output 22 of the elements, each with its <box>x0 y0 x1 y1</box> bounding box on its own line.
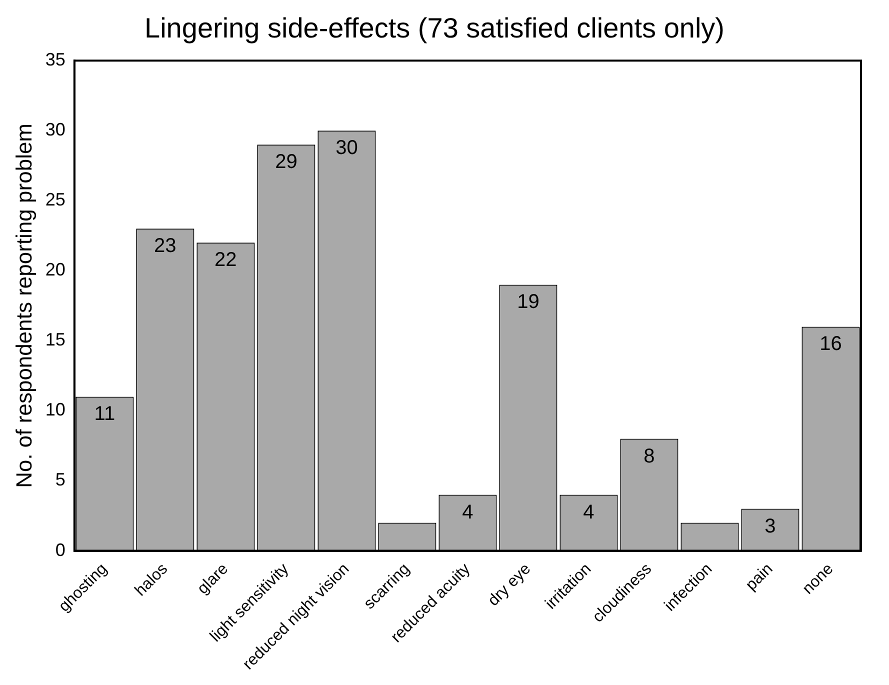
data-label: 16 <box>820 333 842 356</box>
y-tick-label: 5 <box>55 470 66 490</box>
data-label: 3 <box>764 515 776 538</box>
chart-title: Lingering side-effects (73 satisfied clients only) <box>144 12 725 44</box>
y-tick-label: 25 <box>45 190 66 210</box>
y-tick-label: 15 <box>45 330 66 350</box>
y-axis-title: No. of respondents reporting problem <box>11 123 36 488</box>
y-tick-label: 35 <box>45 50 66 70</box>
data-label: 22 <box>214 249 237 272</box>
y-tick-label: 30 <box>45 120 66 140</box>
data-label: 11 <box>94 403 116 426</box>
data-label: 29 <box>275 151 298 174</box>
y-tick-label: 20 <box>45 260 66 280</box>
data-label: 23 <box>154 235 176 258</box>
x-tick-label: dry eye <box>485 560 534 610</box>
data-label: 19 <box>517 291 540 314</box>
data-label: 4 <box>462 501 474 524</box>
data-label: 4 <box>583 501 594 524</box>
data-label: 30 <box>336 137 358 160</box>
data-label: 8 <box>644 445 655 468</box>
y-tick-label: 0 <box>55 540 66 560</box>
y-tick-label: 10 <box>45 400 66 420</box>
